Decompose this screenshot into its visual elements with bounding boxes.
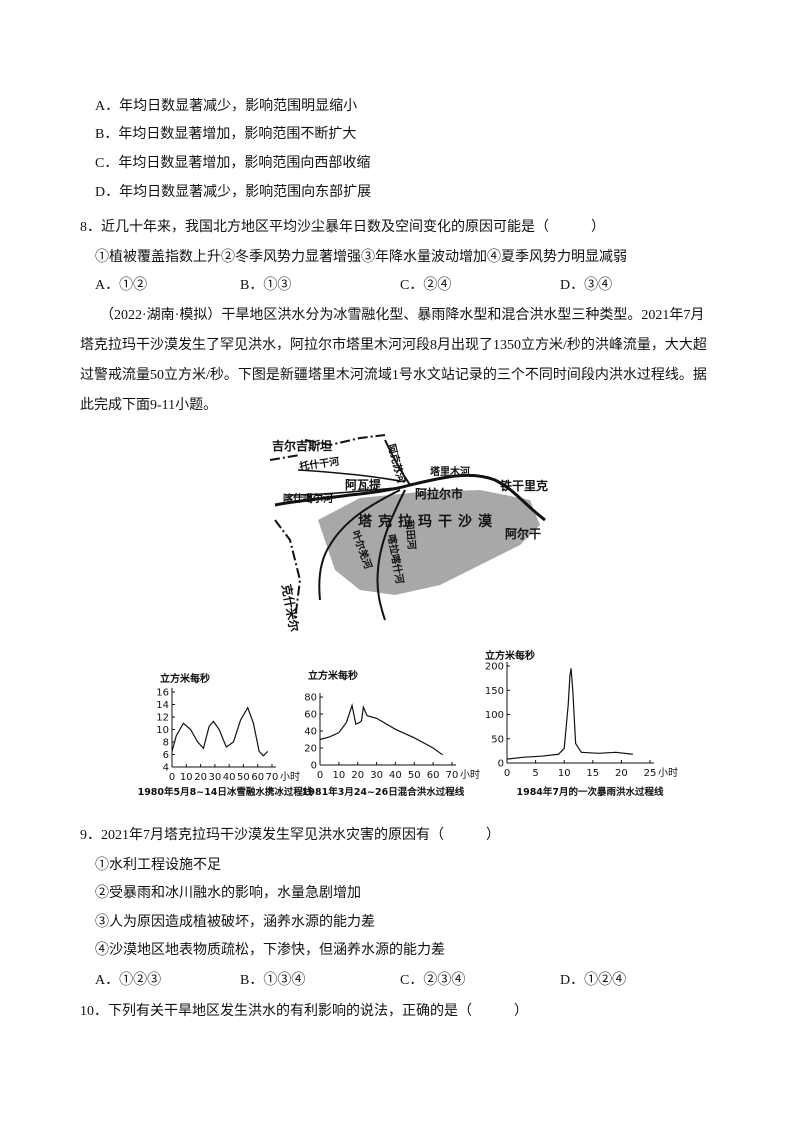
option: C．年均日数显著增加，影响范围向西部收缩 [95,156,371,171]
river [297,469,406,483]
x-tick-label: 20 [351,770,364,781]
y-tick-label: 12 [156,713,169,724]
x-tick-label: 40 [223,772,236,783]
river [384,439,411,486]
option: D．年均日数显著减少，影响范围向东部扩展 [95,185,372,200]
x-tick-label: 20 [194,772,207,783]
option: D．③④ [560,278,613,293]
x-unit: 小时 [460,769,480,781]
option: D．①②④ [560,973,627,988]
intro-line: 塔克拉玛干沙漠发生了罕见洪水，阿拉尔市塔里木河河段8月出现了1350立方米/秒的… [80,338,707,353]
map-label: 阿克苏河 [385,442,408,484]
option: C．②③④ [400,973,466,988]
question-stem: 9．2021年7月塔克拉玛干沙漠发生罕见洪水灾害的原因有（ ） [80,828,500,843]
map: 吉尔吉斯坦 托什干河 阿克苏河 塔里木河 铁干里克 阿瓦提 阿拉尔市 喀什噶尔河… [269,434,548,633]
y-tick-label: 0 [311,761,317,772]
map-label: 阿尔干 [505,526,541,541]
chart-caption: 1984年7月的一次暴雨洪水过程线 [516,786,664,798]
statements: ①植被覆盖指数上升②冬季风势力显著增强③年降水量波动增加④夏季风势力明显减弱 [95,250,627,265]
y-tick-label: 80 [304,693,317,704]
y-tick-label: 40 [304,727,317,738]
x-tick-label: 15 [586,768,599,779]
y-tick-label: 50 [491,734,504,745]
y-label: 立方米每秒 [160,672,210,685]
x-tick-label: 70 [266,772,279,783]
option: A．①② [95,278,148,293]
y-label: 立方米每秒 [485,649,535,662]
statement: ①水利工程设施不足 [95,858,221,873]
option: B．①③④ [240,973,306,988]
y-tick-label: 100 [485,710,504,721]
y-tick-label: 200 [485,662,504,673]
x-tick-label: 10 [558,768,571,779]
map-label: 和田河 [403,518,419,550]
statement: ④沙漠地区地表物质疏松，下渗快，但涵养水源的能力差 [95,943,445,958]
map-label: 吉尔吉斯坦 [272,438,332,453]
river [289,487,396,496]
y-tick-label: 8 [163,738,169,749]
question-stem: 8．近几十年来，我国北方地区平均沙尘暴年日数及空间变化的原因可能是（ ） [80,220,605,235]
map-label: 阿瓦提 [345,477,382,492]
map-label: 塔克拉玛干沙漠 [358,513,498,530]
x-tick-label: 30 [370,770,383,781]
question-stem: 10．下列有关干旱地区发生洪水的有利影响的说法，正确的是（ ） [80,1004,528,1019]
x-tick-label: 50 [237,772,250,783]
x-tick-label: 60 [427,770,440,781]
y-tick-label: 150 [485,686,504,697]
river [376,489,406,621]
y-tick-label: 4 [163,763,169,774]
x-tick-label: 70 [446,770,459,781]
y-tick-label: 16 [156,688,169,699]
statement: ③人为原因造成植被破坏，涵养水源的能力差 [95,915,375,930]
x-unit: 小时 [280,771,300,783]
option: A．①②③ [95,973,162,988]
y-tick-label: 14 [156,700,169,711]
flow-line [171,706,269,757]
map-label: 铁干里克 [500,478,548,493]
map-label: 塔里木河 [430,465,470,478]
x-tick-label: 0 [169,772,175,783]
y-tick-label: 6 [163,750,169,761]
option: B．①③ [240,278,292,293]
x-tick-label: 5 [532,768,538,779]
flow-line [319,703,443,756]
x-tick-label: 20 [615,768,628,779]
x-tick-label: 25 [644,768,657,779]
option: C．②④ [400,278,452,293]
x-tick-label: 0 [317,770,323,781]
chart-caption: 1980年5月8~14日冰雪融水携冰过程线 [138,786,313,798]
map-label: 喀什噶尔河 [283,492,333,505]
river [318,489,401,601]
y-tick-label: 10 [156,725,169,736]
map-label: 阿拉尔市 [415,486,463,501]
chart-caption: 1981年3月24~26日混合洪水过程线 [302,786,465,798]
map-label: 托什干河 [299,455,340,473]
x-tick-label: 10 [180,772,193,783]
option: B．年均日数显著增加，影响范围不断扩大 [95,127,357,142]
flow-line [506,668,633,760]
x-tick-label: 50 [408,770,421,781]
intro-line: 此完成下面9-11小题。 [80,398,218,413]
intro-line: 过警戒流量50立方米/秒。下图是新疆塔里木河流域1号水文站记录的三个不同时间段内… [80,368,707,383]
x-unit: 小时 [658,767,678,779]
y-tick-label: 60 [304,710,317,721]
option: A．年均日数显著减少，影响范围明显缩小 [95,99,358,114]
y-tick-label: 20 [304,744,317,755]
statement: ②受暴雨和冰川融水的影响，水量急剧增加 [95,886,361,901]
y-tick-label: 0 [498,759,504,770]
border [269,434,386,621]
desert-area [318,490,540,595]
x-tick-label: 0 [504,768,510,779]
x-tick-label: 30 [208,772,221,783]
intro-line: （2022·湖南·模拟）干旱地区洪水分为冰雪融化型、暴雨降水型和混合洪水型三种类… [100,308,705,323]
river [274,473,546,522]
x-tick-label: 40 [389,770,402,781]
x-tick-label: 10 [332,770,345,781]
y-label: 立方米每秒 [308,669,358,682]
x-tick-label: 60 [251,772,264,783]
